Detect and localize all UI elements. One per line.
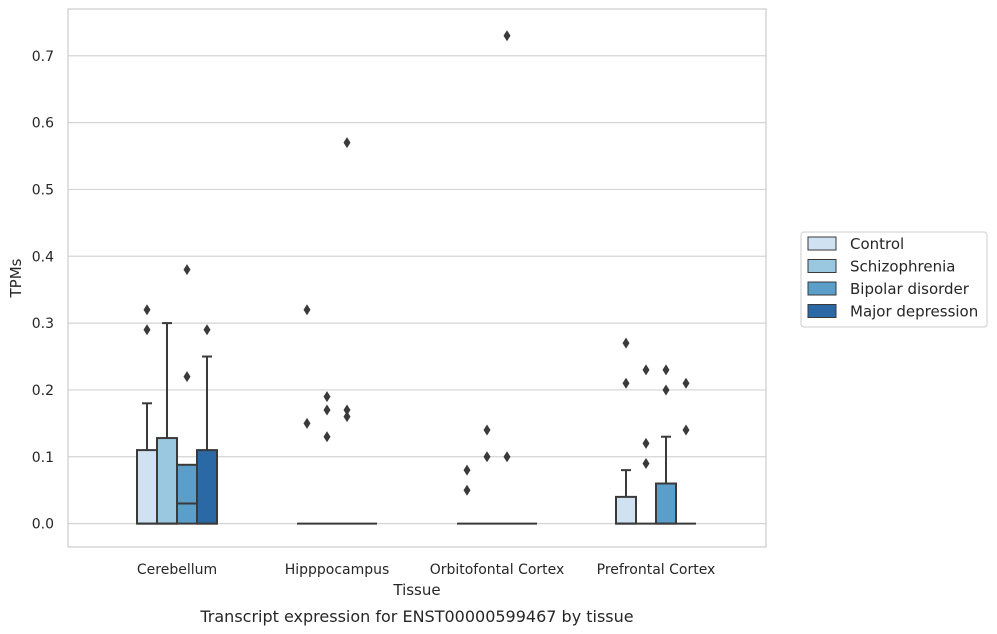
x-tick-label: Hipppocampus [285,562,390,578]
y-tick-label: 0.5 [32,182,54,198]
box-body [176,463,198,525]
outlier-point [303,304,311,316]
outlier-point [642,437,650,449]
box-major-depression [676,377,696,525]
x-axis-title: Tissue [392,581,440,599]
y-tick-label: 0.4 [32,249,54,265]
box-body [156,437,178,525]
x-tick-label: Cerebellum [137,562,217,578]
outlier-point [143,304,151,316]
outlier-point [642,364,650,376]
legend-swatch [807,236,837,251]
y-axis-title: TPMs [7,258,25,298]
legend-swatch [807,304,837,318]
box-body [615,495,637,525]
outlier-point [183,371,191,383]
box-control [297,304,317,525]
box-schizophrenia [156,322,178,525]
outlier-point [622,337,630,349]
outlier-point [622,377,630,389]
plot-area-frame [67,8,767,548]
outlier-point [323,404,331,416]
legend-label: Schizophrenia [850,258,955,276]
outlier-point [203,324,211,336]
outlier-point [682,424,690,436]
outlier-point [483,451,491,463]
outlier-point [323,431,331,443]
grid-lines [68,55,766,525]
box-bipolar-disorder [655,364,677,525]
box-bipolar-disorder [176,264,198,525]
y-axis-ticks: 0.0 0.1 0.2 0.3 0.4 0.5 0.6 0.7 [32,49,54,533]
legend-swatch [807,259,837,273]
chart-caption: Transcript expression for ENST0000059946… [199,607,633,626]
outlier-point [483,424,491,436]
outlier-point [143,324,151,336]
outlier-point [662,384,670,396]
box-body [655,482,677,525]
outlier-point [503,451,511,463]
box-body [196,449,218,525]
chart-marks [136,30,696,525]
outlier-point [323,391,331,403]
outlier-point [642,457,650,469]
box-bipolar-disorder [497,30,517,525]
box-major-depression [196,324,218,525]
box-control [457,464,477,525]
outlier-point [343,404,351,416]
box-schizophrenia [317,391,337,525]
outlier-point [463,464,471,476]
outlier-point [503,30,511,42]
box-schizophrenia [477,424,497,525]
x-tick-label: Orbitofontal Cortex [430,562,565,578]
y-tick-label: 0.7 [32,49,54,65]
legend-frame [800,231,988,328]
box-schizophrenia [636,364,656,525]
outlier-point [662,364,670,376]
outlier-point [343,411,351,423]
legend-swatch [807,281,837,296]
x-axis-ticks: Cerebellum Hipppocampus Orbitofontal Corte… [137,562,715,578]
legend-label: Major depression [850,303,978,321]
y-tick-label: 0.0 [32,517,54,533]
legend-label: Control [850,235,904,253]
box-control [136,304,158,525]
box-bipolar-disorder [337,137,357,525]
outlier-point [303,417,311,429]
y-tick-label: 0.2 [32,383,54,399]
legend-label: Bipolar disorder [850,280,970,298]
outlier-point [343,137,351,149]
box-body [136,449,158,525]
outlier-point [682,377,690,389]
outlier-point [463,484,471,496]
outlier-point [183,264,191,276]
y-tick-label: 0.3 [32,316,54,332]
legend: Control Schizophrenia Bipolar disorder Majo… [800,231,988,328]
y-tick-label: 0.6 [32,116,54,132]
y-tick-label: 0.1 [32,450,54,466]
box-control [615,337,637,525]
x-tick-label: Prefrontal Cortex [597,562,716,578]
